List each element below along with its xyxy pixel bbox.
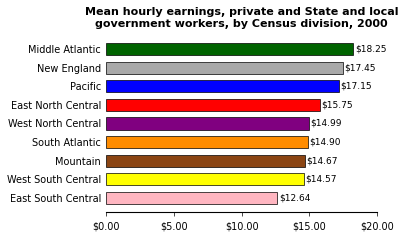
Text: $12.64: $12.64 [279, 193, 310, 203]
Bar [106, 80, 338, 92]
Text: $17.45: $17.45 [344, 63, 375, 72]
Text: $15.75: $15.75 [321, 100, 352, 109]
Bar [106, 99, 320, 111]
Bar [106, 192, 277, 204]
Text: $14.90: $14.90 [310, 138, 341, 147]
Text: $14.57: $14.57 [305, 175, 336, 184]
Bar [106, 173, 304, 185]
Bar [106, 62, 342, 74]
Bar [106, 136, 308, 148]
Title: Mean hourly earnings, private and State and local
government workers, by Census : Mean hourly earnings, private and State … [85, 7, 398, 29]
Text: $14.99: $14.99 [311, 119, 342, 128]
Text: $14.67: $14.67 [306, 156, 338, 165]
Bar [106, 117, 309, 129]
Bar [106, 43, 353, 55]
Bar [106, 155, 305, 167]
Text: $17.15: $17.15 [340, 82, 371, 91]
Text: $18.25: $18.25 [355, 45, 386, 54]
